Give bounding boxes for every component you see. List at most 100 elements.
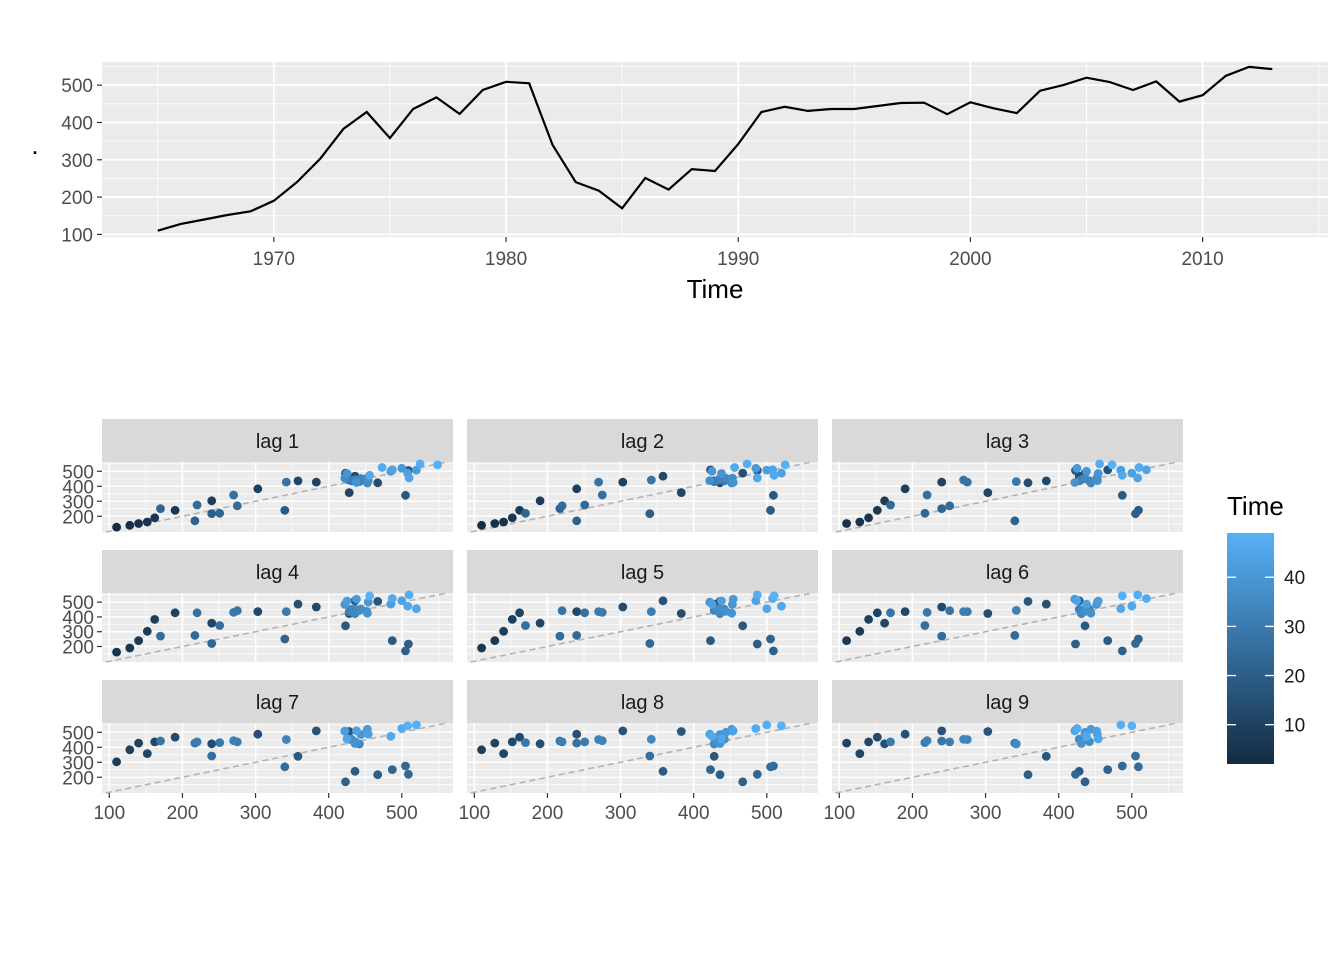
lag-point	[738, 468, 748, 478]
lag-point	[344, 488, 354, 497]
facet-y-tick-label: 400	[62, 738, 94, 759]
lag-facet-x-axes: 100 200 300 400 500 100 200 300 400 500 100 200 300 4…	[93, 793, 1148, 824]
lag-point	[521, 621, 530, 630]
facet-panel-lag-9: lag 9	[832, 680, 1183, 794]
facet-x-tick-label: 200	[167, 803, 199, 824]
facet-x-tick-label: 500	[1116, 803, 1148, 824]
lag-point	[922, 736, 932, 746]
time-series-grid	[102, 62, 1328, 237]
lag-point	[281, 477, 291, 487]
lag-point	[342, 469, 352, 478]
lag-point	[886, 500, 895, 510]
lag-point	[401, 490, 410, 500]
lag-point	[207, 509, 217, 519]
lag-point	[1142, 465, 1151, 475]
facet-strip-label: lag 8	[621, 692, 664, 714]
lag-point	[293, 599, 303, 609]
facet-x-tick-label: 500	[386, 803, 418, 824]
lag-point	[293, 476, 303, 486]
facet-strip	[102, 680, 453, 723]
lag-point	[752, 769, 762, 779]
facet-y-tick-label: 400	[62, 477, 94, 498]
lag-point	[192, 500, 202, 510]
facet-strip-label: lag 9	[986, 692, 1029, 714]
lag-point	[229, 490, 239, 500]
lag-point	[1116, 720, 1126, 730]
lag-point	[645, 751, 655, 761]
lag-point	[207, 496, 217, 506]
lag-point	[1107, 460, 1117, 470]
lag-point	[572, 484, 582, 494]
lag-point	[572, 738, 582, 748]
lag-point	[215, 738, 225, 747]
lag-point	[855, 626, 865, 636]
lag-point	[752, 473, 762, 483]
lag-point	[404, 639, 413, 649]
lag-point	[1117, 761, 1127, 771]
lag-point	[646, 475, 656, 485]
facet-strip-label: lag 6	[986, 562, 1029, 584]
lag-point	[1134, 762, 1143, 772]
lag-point	[365, 591, 374, 601]
lag-point	[1082, 466, 1091, 476]
lag-point	[293, 751, 303, 761]
lag-point	[842, 636, 851, 645]
lag-point	[477, 643, 486, 653]
lag-point	[142, 626, 152, 636]
lag-point	[751, 724, 761, 733]
lag-point	[1070, 478, 1080, 487]
lag-point	[156, 504, 165, 513]
legend-tick-label: 10	[1284, 716, 1305, 737]
lag-point	[253, 484, 263, 494]
lag-point	[232, 501, 242, 511]
lag-point	[777, 721, 786, 731]
lag-point	[1133, 590, 1143, 600]
lag-point	[557, 606, 567, 616]
lag-point	[350, 766, 360, 776]
lag-point	[922, 490, 932, 500]
lag-point	[1023, 597, 1033, 606]
lag-point	[1072, 463, 1082, 473]
lag-point	[937, 477, 947, 487]
lag-point	[404, 473, 414, 483]
lag-point	[352, 594, 361, 604]
facet-strip-label: lag 3	[986, 431, 1029, 453]
lag-point	[572, 631, 582, 640]
lag-point	[618, 477, 628, 487]
lag-point	[717, 596, 726, 606]
lag-point	[752, 590, 762, 600]
lag-point	[945, 501, 955, 511]
lag-point	[1131, 509, 1140, 519]
lag-point	[401, 761, 410, 771]
lag-point	[404, 590, 414, 600]
lag-point	[125, 745, 135, 755]
lag-point	[1127, 721, 1137, 731]
lag-point	[658, 766, 668, 776]
y-tick-label: 500	[61, 76, 93, 97]
lag-point	[676, 727, 686, 736]
lag-point	[1127, 468, 1137, 478]
facet-y-tick-label: 300	[62, 492, 94, 513]
lag-point	[142, 517, 152, 527]
lag-point	[1095, 459, 1104, 469]
lag-point	[387, 594, 397, 603]
lag-point	[769, 470, 779, 480]
lag-point	[1082, 731, 1091, 741]
lag-point	[676, 609, 686, 618]
lag-point	[937, 504, 947, 513]
legend-title: Time	[1227, 491, 1284, 521]
lag-point	[572, 729, 582, 739]
lag-point	[535, 496, 545, 506]
facet-y-tick-label: 300	[62, 623, 94, 644]
lag-point	[742, 459, 752, 469]
facet-x-tick-label: 200	[532, 803, 564, 824]
lag-point	[1077, 739, 1086, 748]
time-series-y-axis-label: .	[31, 130, 38, 160]
lag-point	[766, 634, 775, 644]
lag-point	[580, 500, 590, 510]
lag-point	[281, 607, 291, 616]
lag-point	[864, 737, 873, 747]
lag-point	[134, 738, 144, 748]
lag-point	[945, 606, 955, 616]
